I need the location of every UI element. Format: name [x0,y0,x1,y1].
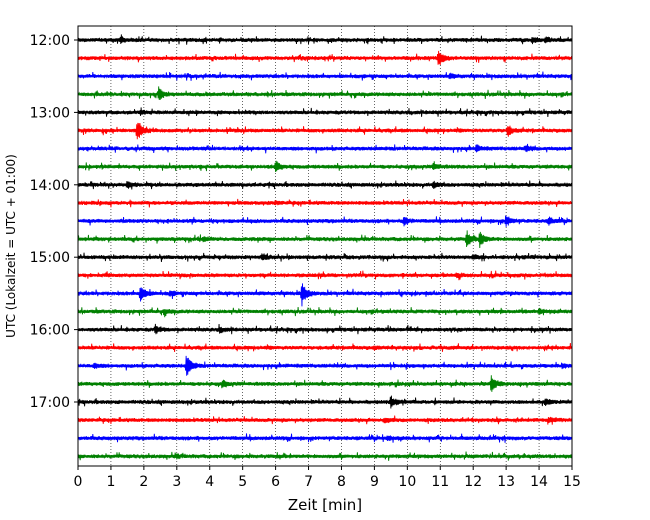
x-tick-label: 3 [172,474,181,490]
trace-1715 [77,415,573,425]
x-tick-label: 1 [106,474,115,490]
seismogram-line [77,342,573,352]
x-tick-label: 5 [238,474,247,490]
trace-1330 [77,143,573,154]
seismogram-line [77,270,573,281]
seismogram-line [77,433,573,443]
seismogram-line [77,71,573,81]
trace-1645 [77,375,573,392]
plot-frame [77,25,573,467]
seismogram-line [77,107,573,118]
seismogram-line [77,415,573,425]
y-axis-ticks: 12:00 13:00 14:00 15:00 16:00 17:00 [30,33,78,411]
x-tick-label: 13 [497,474,515,490]
trace-1300 [77,107,573,118]
trace-1630 [77,355,573,376]
x-tick-label: 7 [304,474,313,490]
x-tick-label: 14 [530,474,548,490]
seismogram-traces [77,34,573,461]
x-tick-label: 2 [139,474,148,490]
seismogram-line [77,355,573,376]
y-tick-label: 16:00 [30,323,70,339]
seismogram-line [77,252,573,262]
seismogram-line [77,198,573,208]
x-tick-label: 6 [271,474,280,490]
trace-1215 [77,50,573,65]
trace-1530 [77,283,573,307]
y-tick-label: 14:00 [30,178,70,194]
trace-1400 [77,180,573,190]
seismogram-line [77,50,573,65]
seismogram-line [77,306,573,318]
x-axis-ticks: 0 1 2 3 4 5 6 7 8 9 10 11 12 13 14 15 [74,466,581,490]
seismogram-line [77,230,573,248]
seismogram-line [77,160,573,172]
trace-1745 [77,451,573,461]
trace-1245 [77,86,573,101]
seismogram-line [77,375,573,392]
y-tick-label: 13:00 [30,105,70,121]
vertical-grid [110,26,540,466]
x-tick-label: 9 [370,474,379,490]
trace-1200 [77,34,573,45]
trace-1415 [77,198,573,208]
y-tick-label: 15:00 [30,250,70,266]
x-tick-label: 0 [74,474,83,490]
y-axis-label: UTC (Lokalzeit = UTC + 01:00) [4,154,18,338]
x-tick-label: 4 [205,474,214,490]
seismogram-line [77,323,573,335]
y-tick-label: 17:00 [30,395,70,411]
x-tick-label: 10 [398,474,416,490]
x-axis-label: Zeit [min] [288,496,362,514]
trace-1700 [77,395,573,409]
trace-1615 [77,342,573,352]
seismogram-line [77,122,573,140]
trace-1500 [77,252,573,262]
seismogram-line [77,395,573,409]
trace-1445 [77,230,573,248]
seismogram-line [77,86,573,101]
seismogram-line [77,283,573,307]
x-tick-label: 8 [337,474,346,490]
trace-1600 [77,323,573,335]
trace-1430 [77,215,573,227]
trace-1345 [77,160,573,172]
x-tick-label: 15 [563,474,581,490]
seismogram-line [77,34,573,45]
seismogram-line [77,451,573,461]
y-tick-label: 12:00 [30,33,70,49]
trace-1515 [77,270,573,281]
seismogram-line [77,143,573,154]
x-tick-label: 11 [431,474,449,490]
seismogram-line [77,215,573,227]
trace-1545 [77,306,573,318]
x-tick-label: 12 [464,474,482,490]
trace-1230 [77,71,573,81]
seismogram-line [77,180,573,190]
trace-1315 [77,122,573,140]
trace-1730 [77,433,573,443]
